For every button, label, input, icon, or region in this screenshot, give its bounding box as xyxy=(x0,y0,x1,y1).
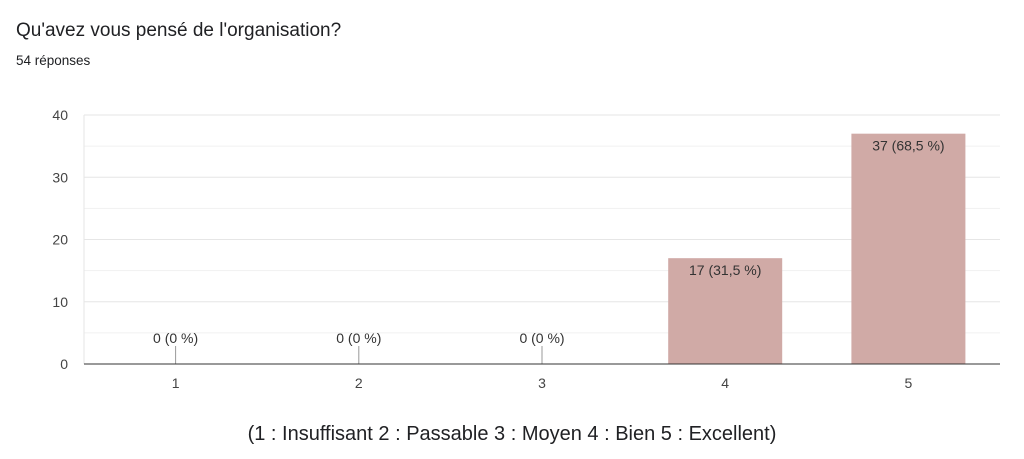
response-count: 54 réponses xyxy=(16,53,91,68)
y-tick-label: 0 xyxy=(60,356,68,372)
data-label-2: 0 (0 %) xyxy=(336,330,381,346)
data-label-4: 17 (31,5 %) xyxy=(689,262,761,278)
x-tick-label: 2 xyxy=(355,375,363,391)
x-tick-label: 4 xyxy=(721,375,729,391)
bar-4 xyxy=(668,258,783,364)
chart-title: Qu'avez vous pensé de l'organisation? xyxy=(16,20,342,41)
data-label-3: 0 (0 %) xyxy=(519,330,564,346)
x-tick-label: 1 xyxy=(172,375,180,391)
y-tick-label: 10 xyxy=(52,294,68,310)
y-tick-label: 20 xyxy=(52,232,68,248)
y-tick-label: 30 xyxy=(52,169,68,185)
x-axis-label: (1 : Insuffisant 2 : Passable 3 : Moyen … xyxy=(247,423,777,445)
data-label-1: 0 (0 %) xyxy=(153,330,198,346)
x-tick-label: 5 xyxy=(905,375,913,391)
x-tick-label: 3 xyxy=(538,375,546,391)
bar-5 xyxy=(851,133,966,364)
data-label-5: 37 (68,5 %) xyxy=(872,138,944,154)
y-tick-label: 40 xyxy=(52,107,68,123)
